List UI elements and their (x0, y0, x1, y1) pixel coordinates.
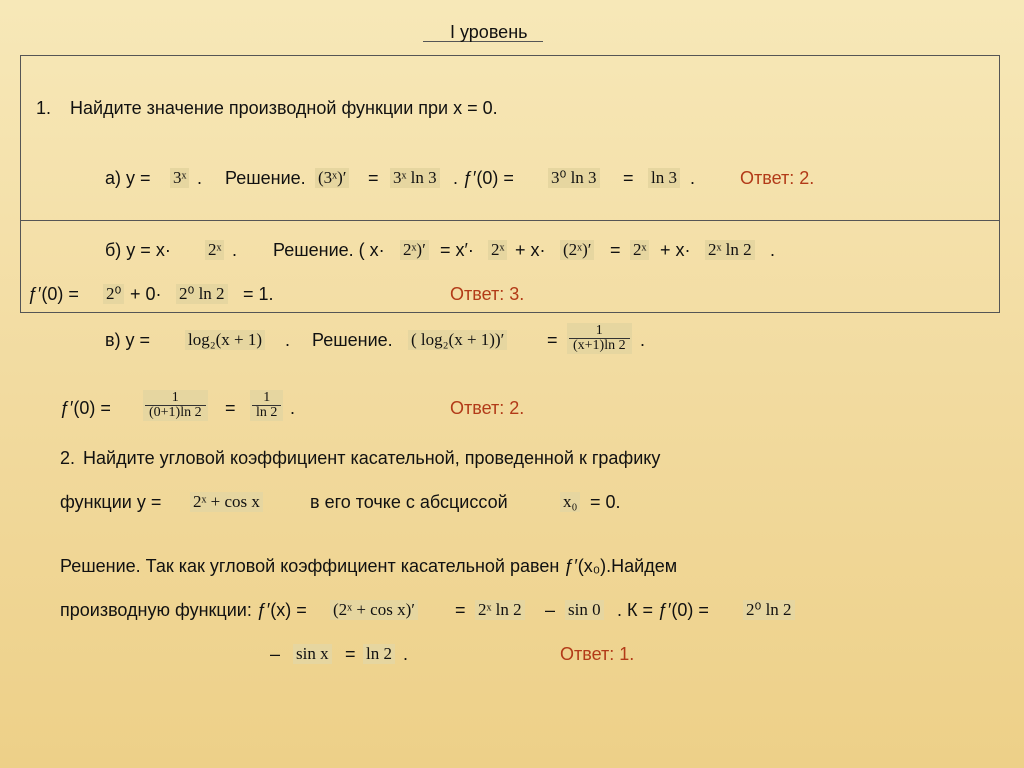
t1c-l2a: ƒ′(0) = (60, 398, 111, 419)
t1c-sol: Решение. (312, 330, 393, 351)
t1a-comma: . ƒ′(0) = (453, 168, 514, 189)
t1a-d: 3ˣ ln 3 (390, 168, 440, 188)
t1b-l2a: ƒ′(0) = (28, 284, 79, 305)
t2-sm2: 2ˣ ln 2 (475, 600, 525, 620)
t1c-dot: . (285, 330, 290, 351)
t1b-fn: 2ˣ (205, 240, 224, 260)
t1a-label: а) у = (105, 168, 151, 189)
t2-l2a: функции у = (60, 492, 161, 513)
t1c-ans: Ответ: 2. (450, 398, 524, 419)
t1b-dot: . (232, 240, 237, 261)
t2-sol2d: . К = ƒ′(0) = (617, 600, 709, 621)
t1b-l2c: = 1. (243, 284, 274, 305)
t2-sm3: sin 0 (565, 600, 604, 620)
t1b-eq1: = х′· (440, 240, 474, 261)
t2-sm5: sin x (293, 644, 332, 664)
t2-ans: Ответ: 1. (560, 644, 634, 665)
task1-num: 1. (36, 98, 51, 119)
level-header: I уровень (450, 22, 528, 43)
t1a-fn: 3ˣ (170, 168, 189, 188)
t1a-sol: Решение. (225, 168, 306, 189)
t2-sol3a: – (270, 644, 280, 665)
t2-sm1: (2ˣ + cos x)′ (330, 600, 418, 620)
t1b-dot2: . (770, 240, 775, 261)
t1a-eq1: = (368, 168, 379, 189)
t1c-lhs: ( log₂(x + 1))′ (408, 330, 507, 350)
t1a-eq2: = (623, 168, 634, 189)
t1c-fn: log₂(x + 1) (185, 330, 265, 350)
t1b-p4: 2ˣ (630, 240, 649, 260)
t1a-v0: 3⁰ ln 3 (548, 168, 600, 188)
t2-l2c: = 0. (590, 492, 621, 513)
t1c-label: в) у = (105, 330, 150, 351)
t1c-frac2: 1 (0+1)ln 2 (143, 390, 208, 421)
t1a-lhs: (3ˣ)′ (315, 168, 349, 188)
t2-l2b: в его точке с абсциссой (310, 492, 508, 513)
t1a-ans: Ответ: 2. (740, 168, 814, 189)
t1b-eq2: = (610, 240, 621, 261)
t1c-frac3: 1 ln 2 (250, 390, 283, 421)
t2-sol2c: – (545, 600, 555, 621)
t1b-p5: 2ˣ ln 2 (705, 240, 755, 260)
frac-num: 1 (252, 391, 281, 405)
t1a-dot: . (197, 168, 202, 189)
t1a-dot2: . (690, 168, 695, 189)
frac-num: 1 (569, 324, 630, 338)
t1b-plus: + х· (515, 240, 546, 261)
t2-sol2b: = (455, 600, 466, 621)
t1b-l2m2: 2⁰ ln 2 (176, 284, 228, 304)
t1c-eq2: = (225, 398, 236, 419)
task1-prompt: Найдите значение производной функции при… (70, 98, 498, 119)
t1b-p3: (2ˣ)′ (560, 240, 594, 260)
t1b-plus2: + х· (660, 240, 691, 261)
frac-den: ln 2 (252, 405, 281, 420)
frac-den: (0+1)ln 2 (145, 405, 206, 420)
divider-line (20, 220, 1000, 221)
t1a-r: ln 3 (648, 168, 680, 188)
t2-sol1: Решение. Так как угловой коэффициент кас… (60, 556, 677, 577)
t1c-frac1: 1 (x+1)ln 2 (567, 323, 632, 354)
t2-l1: Найдите угловой коэффициент касательной,… (83, 448, 660, 469)
t1b-l2m1: 2⁰ (103, 284, 124, 304)
t1b-label: б) у = х· (105, 240, 171, 261)
t1c-dot3: . (290, 398, 295, 419)
t1c-dot2: . (640, 330, 645, 351)
t2-m1: 2ˣ + cos x (190, 492, 263, 512)
frac-num: 1 (145, 391, 206, 405)
frac-den: (x+1)ln 2 (569, 338, 630, 353)
t2-num: 2. (60, 448, 75, 469)
t2-m2: x₀ (560, 492, 580, 512)
t2-sol3c: . (403, 644, 408, 665)
t1b-p2: 2ˣ (488, 240, 507, 260)
t2-sol2a: производную функции: ƒ′(х) = (60, 600, 307, 621)
t2-sm4: 2⁰ ln 2 (743, 600, 795, 620)
t1b-l2b: + 0· (130, 284, 162, 305)
t2-sm6: ln 2 (363, 644, 395, 664)
t2-sol3b: = (345, 644, 356, 665)
t1b-solw: Решение. ( х· (273, 240, 385, 261)
t1b-p1: 2ˣ)′ (400, 240, 429, 260)
t1b-ans: Ответ: 3. (450, 284, 524, 305)
t1c-eq: = (547, 330, 558, 351)
